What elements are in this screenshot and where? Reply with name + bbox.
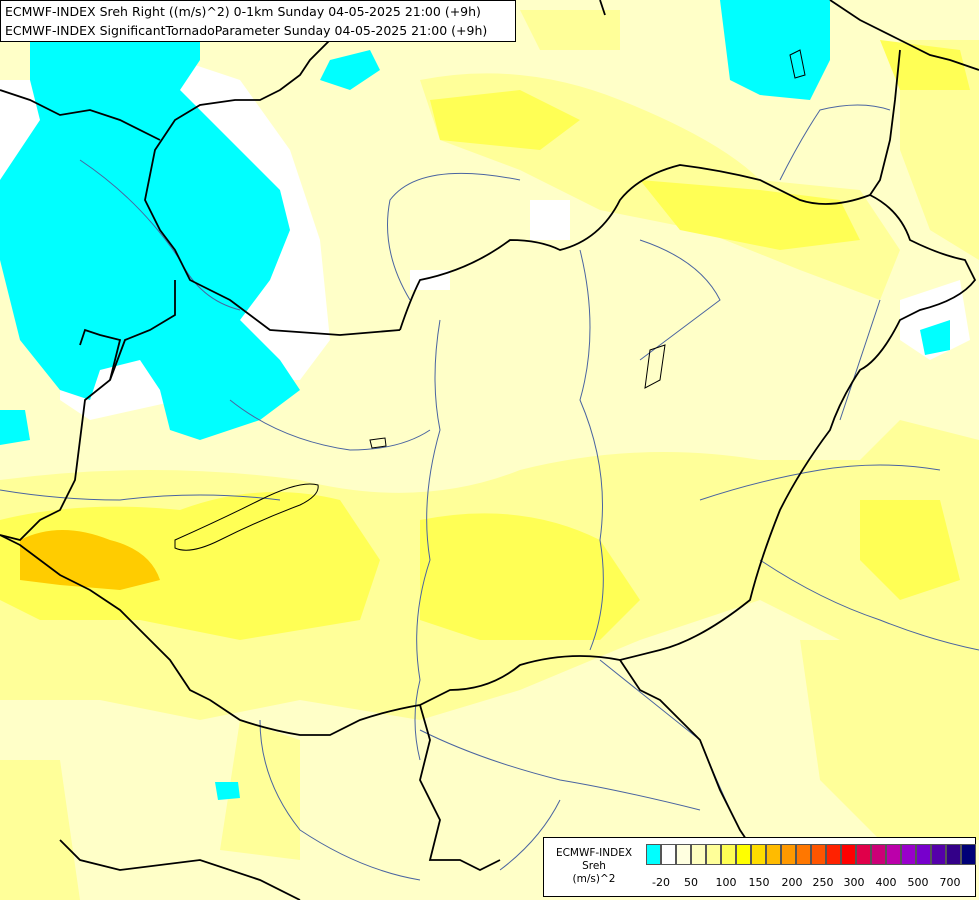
- legend-tick-label: 50: [684, 876, 698, 889]
- legend-tick-label: 200: [781, 876, 803, 889]
- legend-swatch: [826, 844, 841, 865]
- legend-swatch: [916, 844, 931, 865]
- legend-ticks: -20 50 100 150 200 250 300 400 500 700: [646, 876, 976, 890]
- legend-swatch: [646, 844, 661, 865]
- legend-swatch: [691, 844, 706, 865]
- legend-title-model: ECMWF-INDEX: [555, 847, 633, 859]
- color-legend: ECMWF-INDEX Sreh (m/s)^2 -20 50 100 150 200 2…: [543, 837, 976, 897]
- map-header: ECMWF-INDEX Sreh Right ((m/s)^2) 0-1km S…: [0, 0, 516, 42]
- legend-swatch: [931, 844, 946, 865]
- sreh-yellow-zones: [0, 40, 970, 640]
- legend-swatch: [856, 844, 871, 865]
- sreh-cyan-zones: [0, 0, 950, 800]
- legend-tick-label: 100: [715, 876, 737, 889]
- legend-swatch: [766, 844, 781, 865]
- legend-swatch: [721, 844, 736, 865]
- legend-swatch: [841, 844, 856, 865]
- legend-swatch: [871, 844, 886, 865]
- legend-swatch: [796, 844, 811, 865]
- legend-tick-label: 250: [812, 876, 834, 889]
- legend-swatch: [676, 844, 691, 865]
- legend-swatch: [781, 844, 796, 865]
- legend-swatch: [901, 844, 916, 865]
- legend-title-unit: (m/s)^2: [572, 873, 616, 885]
- legend-swatch: [811, 844, 826, 865]
- legend-swatch: [736, 844, 751, 865]
- legend-swatch: [946, 844, 961, 865]
- legend-tick-label: 400: [875, 876, 897, 889]
- legend-swatch: [706, 844, 721, 865]
- legend-tick-label: -20: [652, 876, 670, 889]
- legend-swatch: [961, 844, 976, 865]
- legend-swatches: [646, 844, 976, 865]
- header-line-sreh: ECMWF-INDEX Sreh Right ((m/s)^2) 0-1km S…: [5, 4, 481, 19]
- legend-title-param: Sreh: [582, 860, 606, 872]
- legend-swatch: [751, 844, 766, 865]
- legend-swatch: [886, 844, 901, 865]
- header-line-stp: ECMWF-INDEX SignificantTornadoParameter …: [5, 23, 488, 38]
- legend-tick-label: 700: [939, 876, 961, 889]
- legend-tick-label: 150: [748, 876, 770, 889]
- legend-title: ECMWF-INDEX Sreh (m/s)^2: [548, 847, 640, 886]
- lakes: [174, 49, 806, 551]
- legend-tick-label: 300: [843, 876, 865, 889]
- rivers: [0, 104, 979, 881]
- legend-swatch: [661, 844, 676, 865]
- sreh-orange-zones: [20, 530, 160, 590]
- legend-tick-label: 500: [907, 876, 929, 889]
